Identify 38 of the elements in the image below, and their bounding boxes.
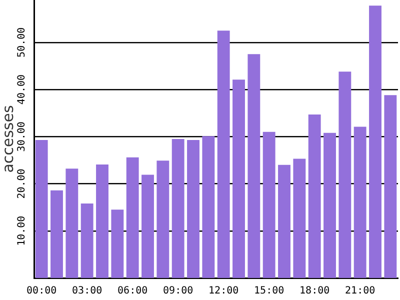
bar — [80, 204, 94, 278]
bar — [278, 164, 290, 278]
bar — [308, 114, 321, 278]
y-tick-label: 10.00 — [16, 216, 28, 246]
bar — [96, 164, 108, 278]
x-tick-label: 21:00 — [345, 286, 376, 297]
bar — [142, 174, 154, 278]
bar — [338, 72, 352, 278]
bar — [50, 190, 63, 278]
bar — [202, 136, 215, 278]
y-tick-label: 30.00 — [16, 122, 28, 152]
bar — [262, 132, 276, 278]
x-tick-label: 15:00 — [254, 286, 284, 297]
x-tick-label: 06:00 — [118, 286, 148, 297]
x-tick-label: 18:00 — [300, 286, 330, 297]
bar — [324, 132, 336, 278]
x-tick-label: 12:00 — [208, 286, 239, 297]
bar — [66, 168, 78, 278]
x-tick-label: 00:00 — [26, 286, 57, 297]
bar — [248, 54, 260, 278]
bar — [217, 30, 230, 278]
bar — [126, 157, 139, 278]
x-tick-label: 09:00 — [163, 286, 194, 297]
y-tick-label: 20.00 — [16, 168, 28, 199]
y-axis-title: accesses — [0, 105, 17, 173]
bar — [187, 140, 200, 278]
y-tick-label: 50.00 — [16, 27, 28, 58]
bar — [369, 6, 382, 278]
bar — [111, 210, 124, 278]
x-tick-label: 03:00 — [72, 286, 102, 297]
bar — [293, 158, 306, 278]
bar — [384, 95, 397, 278]
bar — [172, 139, 184, 278]
y-tick-label: 40.00 — [16, 74, 28, 105]
bar — [232, 80, 245, 278]
bar — [156, 160, 170, 278]
bar — [35, 140, 48, 278]
bar — [354, 126, 366, 278]
